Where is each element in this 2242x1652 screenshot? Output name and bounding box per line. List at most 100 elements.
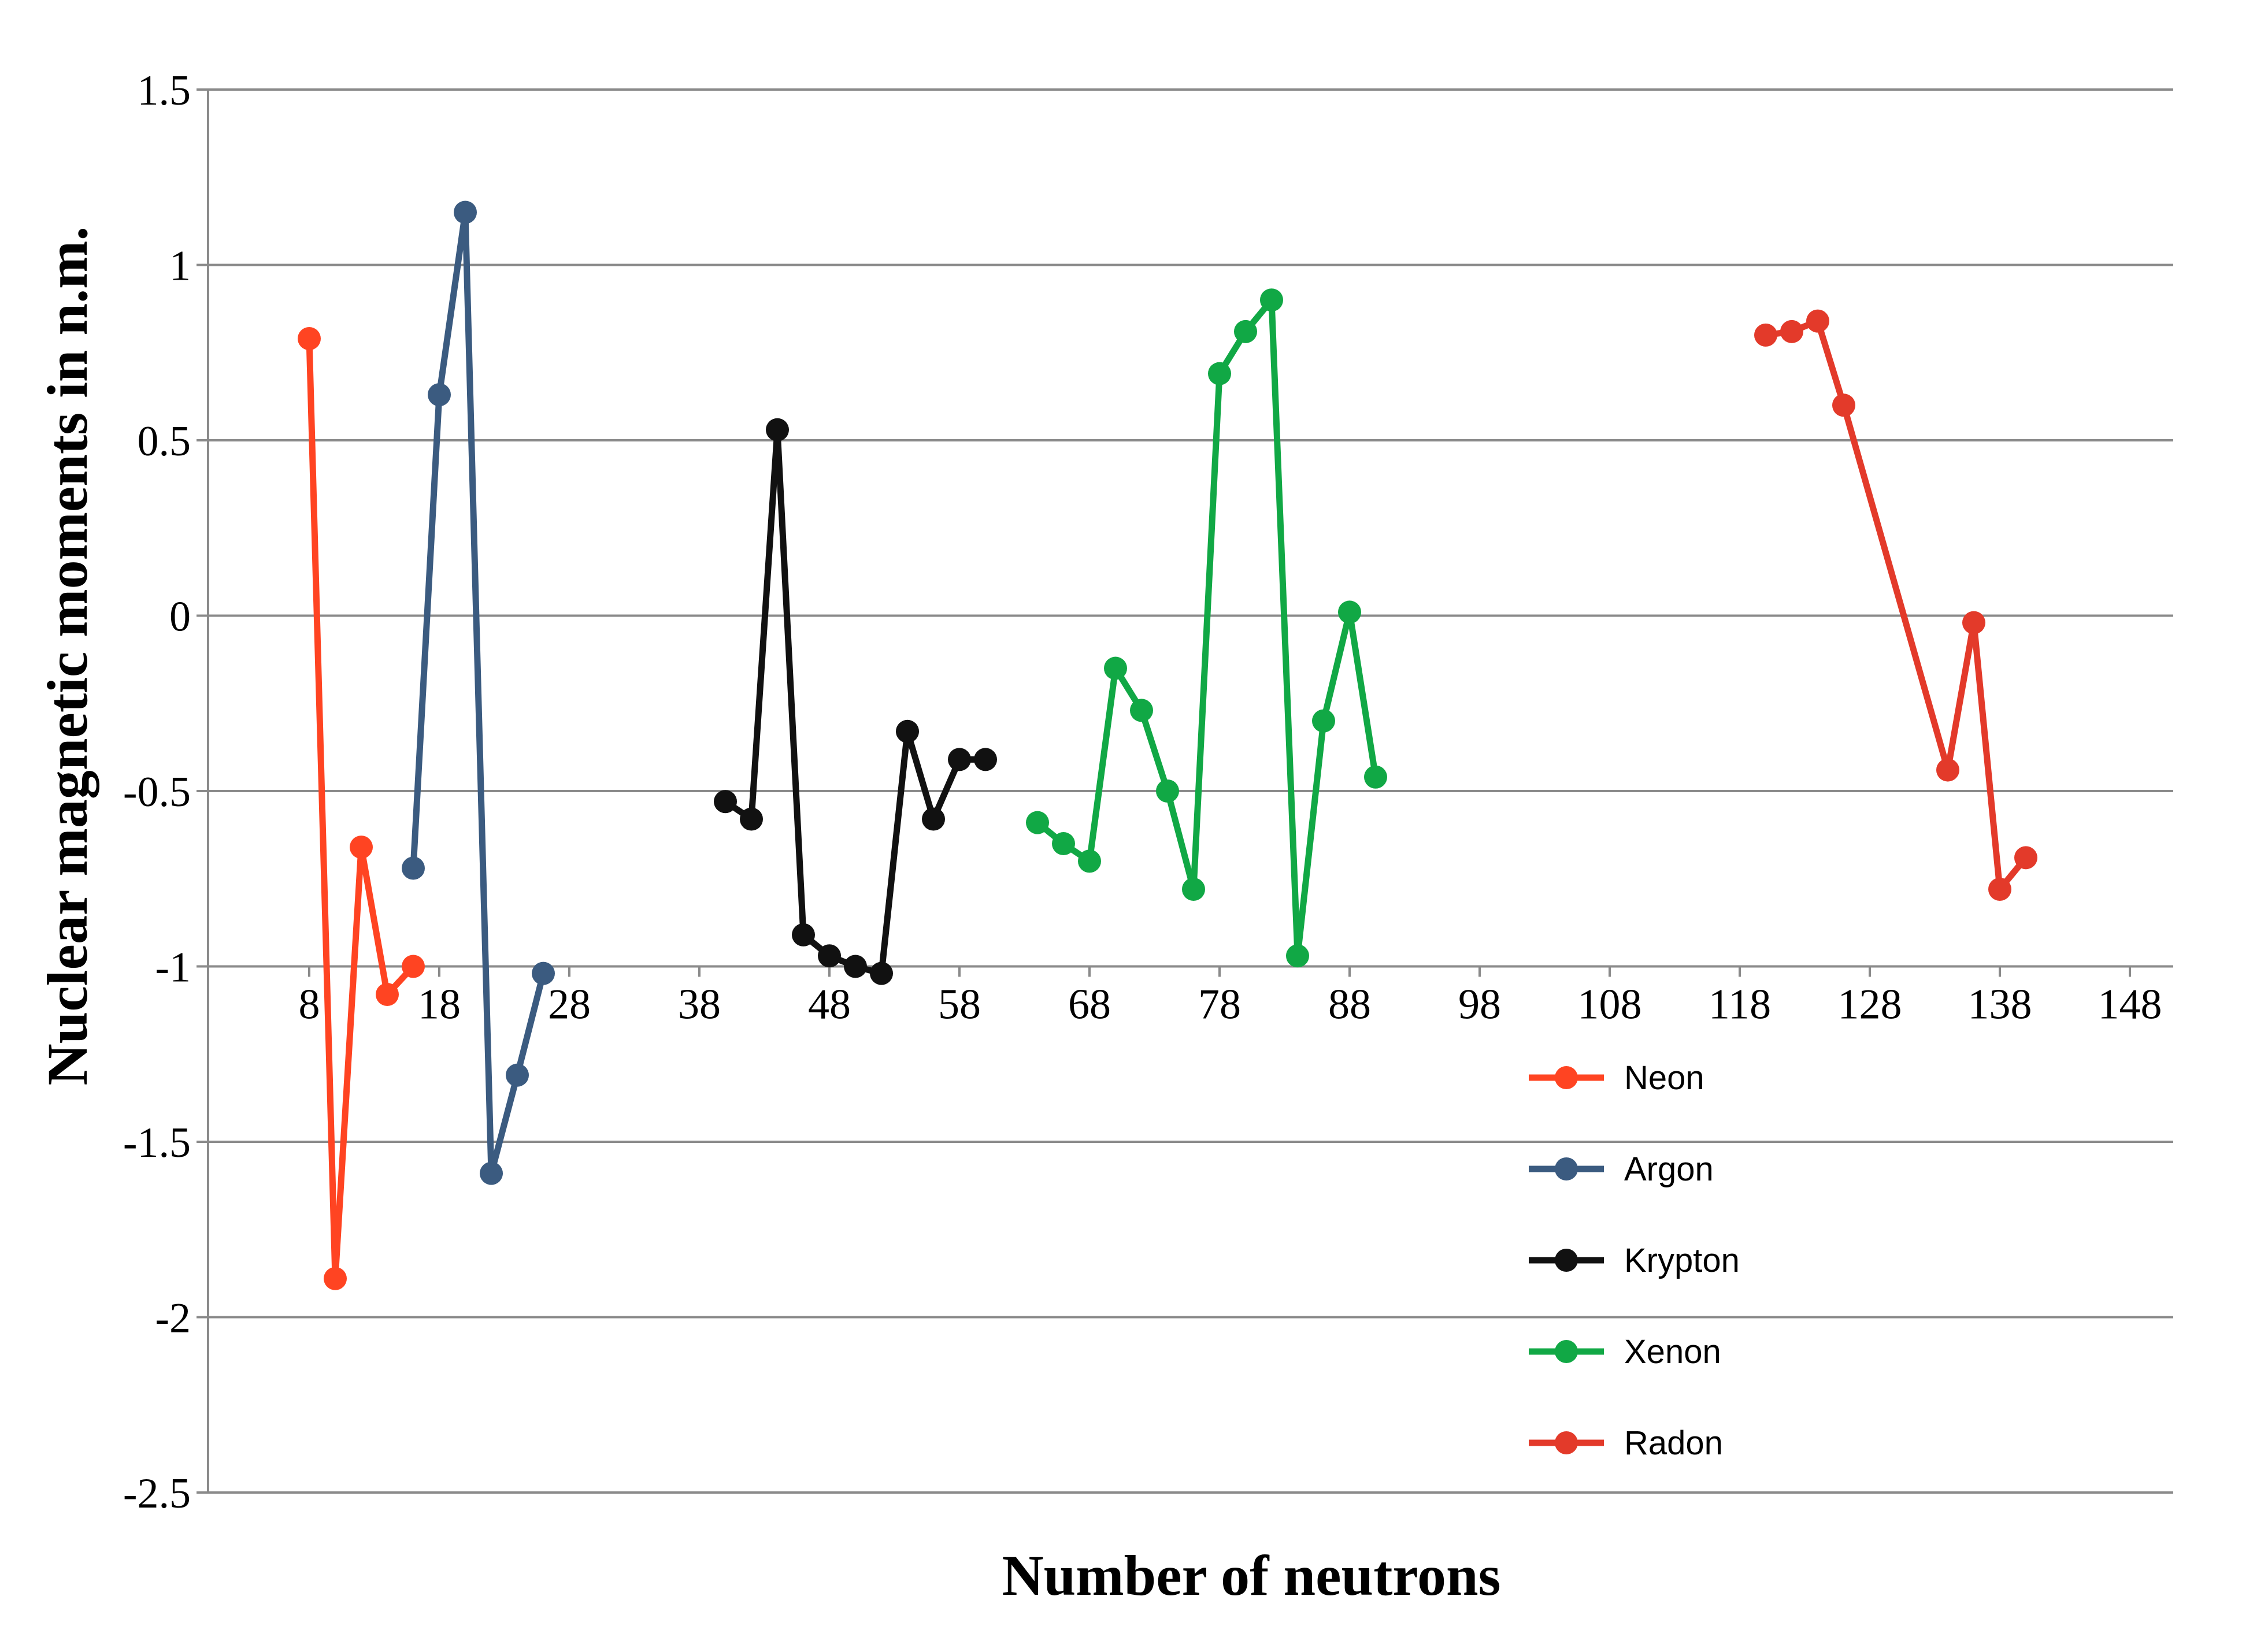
x-tick-label: 48 (808, 981, 851, 1029)
legend-label: Xenon (1624, 1333, 1721, 1371)
legend-label: Neon (1624, 1059, 1704, 1097)
y-tick-label: -2.5 (123, 1470, 191, 1517)
data-point (1052, 832, 1075, 856)
data-point (1936, 758, 1959, 782)
x-tick-label: 118 (1709, 981, 1771, 1029)
data-point (870, 961, 893, 985)
y-tick-label: 0 (169, 593, 191, 641)
x-tick-label: 128 (1838, 981, 1902, 1029)
x-tick-label: 88 (1328, 981, 1371, 1029)
x-tick-label: 68 (1068, 981, 1111, 1029)
data-point (1312, 709, 1335, 733)
data-point (324, 1267, 347, 1290)
data-point (1182, 877, 1205, 901)
data-point (714, 790, 737, 814)
data-point (402, 955, 425, 978)
y-tick-label: 1 (169, 243, 191, 290)
legend-item-neon: Neon (1529, 1059, 1704, 1097)
data-point (1026, 811, 1049, 834)
data-point (506, 1063, 529, 1087)
data-point (792, 923, 815, 946)
data-point (428, 383, 451, 407)
x-tick-label: 138 (1968, 981, 2032, 1029)
grid-lines (197, 88, 2173, 1494)
y-tick-label: -1.5 (123, 1119, 191, 1167)
x-tick-label: 28 (548, 981, 591, 1029)
data-point (376, 983, 399, 1007)
data-point (766, 418, 789, 441)
legend-marker (1555, 1066, 1578, 1089)
data-point (1962, 611, 1985, 634)
series-radon (1754, 309, 2037, 901)
data-point (1780, 320, 1803, 343)
data-point (740, 807, 763, 831)
y-tick-label: -2 (155, 1295, 191, 1342)
series-xenon (1026, 288, 1387, 968)
y-tick-label: 1.5 (138, 67, 191, 114)
x-tick-label: 58 (938, 981, 981, 1029)
legend-label: Radon (1624, 1424, 1723, 1462)
legend-label: Argon (1624, 1150, 1714, 1188)
legend-item-xenon: Xenon (1529, 1333, 1721, 1371)
y-tick-label: -1 (155, 944, 191, 992)
data-point (974, 748, 997, 771)
x-tick-labels: 8 18 28 38 48 58 68 78 88 98 108 118 128 138 148 (299, 981, 2162, 1029)
x-tick-label: 8 (299, 981, 320, 1029)
series-neon (298, 326, 425, 1290)
data-point (948, 748, 971, 771)
data-point (402, 856, 425, 880)
series-lines (298, 201, 2037, 1290)
data-point (922, 807, 945, 831)
legend-marker (1555, 1249, 1578, 1272)
data-point (896, 719, 919, 743)
series-line (410, 209, 547, 1177)
series-line (1762, 318, 2029, 893)
data-point (1078, 849, 1101, 873)
legend-item-krypton: Krypton (1529, 1242, 1740, 1279)
data-point (1754, 323, 1777, 347)
y-tick-labels: 1.5 1 0.5 0 -0.5 -1 -1.5 -2 -2.5 (123, 67, 191, 1517)
legend-marker (1555, 1431, 1578, 1454)
data-point (2014, 846, 2037, 870)
data-point (532, 961, 555, 985)
legend: Neon Argon Krypton Xenon Radon (1529, 1059, 1740, 1462)
legend-item-radon: Radon (1529, 1424, 1723, 1462)
x-tick-label: 78 (1198, 981, 1241, 1029)
legend-marker (1555, 1157, 1578, 1180)
data-point (298, 326, 321, 350)
data-point (350, 836, 373, 859)
series-krypton (714, 418, 997, 985)
legend-marker (1555, 1340, 1578, 1363)
data-point (1130, 699, 1153, 722)
data-point (480, 1161, 503, 1185)
data-point (1104, 656, 1127, 680)
y-axis-title: Nuclear magnetic moments in n.m. (35, 227, 99, 1086)
series-line (722, 426, 989, 977)
x-tick-label: 98 (1458, 981, 1501, 1029)
data-point (1286, 944, 1309, 968)
data-point (454, 201, 477, 224)
series-argon (402, 201, 555, 1185)
data-point (1364, 765, 1387, 789)
series-line (1034, 296, 1379, 959)
data-point (1832, 393, 1855, 417)
data-point (844, 955, 867, 978)
legend-label: Krypton (1624, 1242, 1740, 1279)
data-point (1208, 362, 1231, 385)
data-point (1234, 320, 1257, 343)
y-tick-label: 0.5 (138, 418, 191, 465)
legend-item-argon: Argon (1529, 1150, 1714, 1188)
x-axis-title: Number of neutrons (1002, 1543, 1500, 1608)
x-tick-label: 148 (2098, 981, 2162, 1029)
x-tick-label: 38 (678, 981, 721, 1029)
data-point (1338, 600, 1361, 624)
x-tick-label: 108 (1578, 981, 1642, 1029)
series-line (306, 335, 417, 1282)
data-point (1260, 288, 1283, 312)
x-tick-label: 18 (418, 981, 461, 1029)
y-tick-label: -0.5 (123, 769, 191, 816)
data-point (1806, 309, 1829, 333)
data-point (1156, 779, 1179, 803)
